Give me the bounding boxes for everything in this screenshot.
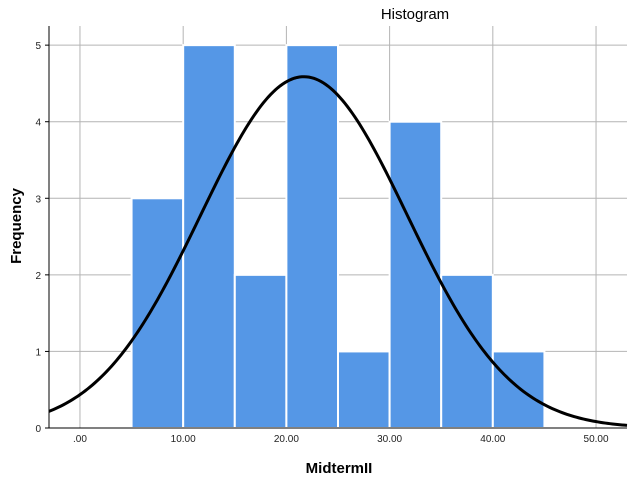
x-tick-label: 20.00: [274, 434, 299, 445]
y-tick-label: 2: [35, 271, 41, 282]
x-tick-label: 10.00: [171, 434, 196, 445]
histogram-bar: [130, 197, 185, 429]
y-tick-label: 4: [35, 118, 41, 129]
x-tick-label: 40.00: [480, 434, 505, 445]
y-axis-title: Frequency: [8, 187, 25, 264]
chart-title: Histogram: [381, 6, 449, 23]
y-tick-label: 3: [35, 194, 41, 205]
histogram-bar: [285, 44, 339, 430]
x-tick-label: .00: [73, 434, 87, 445]
y-tick-labels: 0 1 2 3 4 5: [35, 41, 41, 435]
x-tick-label: 30.00: [377, 434, 402, 445]
histogram-bar: [233, 273, 288, 429]
normal-curve: [48, 75, 628, 427]
y-tick-label: 5: [35, 41, 41, 52]
x-tick-label: 50.00: [584, 434, 609, 445]
x-axis-title: MidtermII: [306, 460, 373, 477]
histogram-bar: [388, 120, 443, 429]
histogram-bar: [491, 350, 546, 429]
y-tick-label: 1: [35, 347, 41, 358]
axes: [45, 26, 627, 429]
y-tick-label: 0: [35, 424, 41, 435]
x-tick-labels: .00 10.00 20.00 30.00 40.00 50.00: [73, 434, 609, 445]
histogram-bar: [337, 350, 391, 429]
histogram-bars: [130, 44, 546, 430]
